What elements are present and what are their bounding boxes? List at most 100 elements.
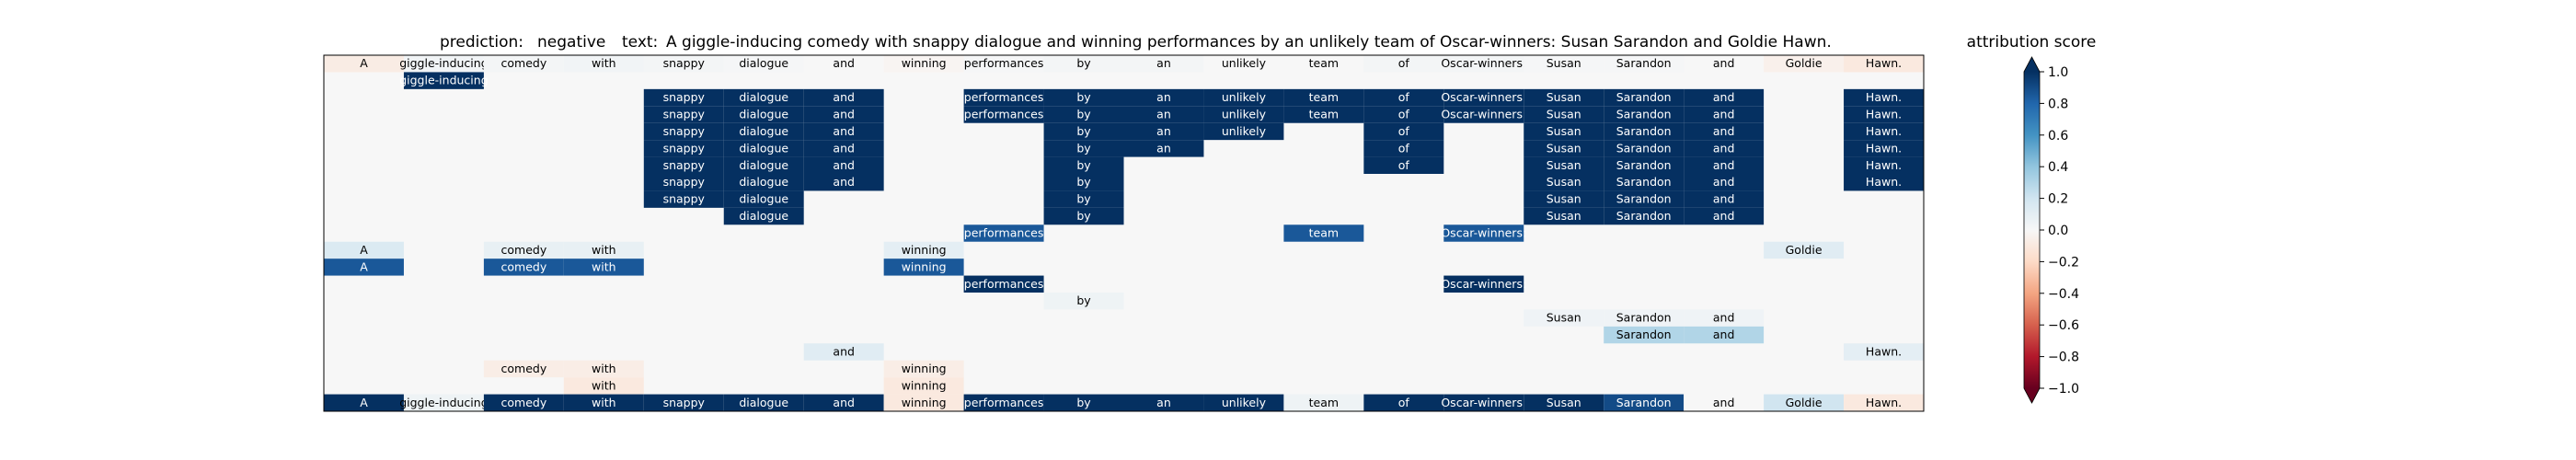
token-label: Goldie	[1786, 396, 1823, 409]
heatmap-cell	[1123, 122, 1204, 141]
heatmap-cell	[803, 174, 884, 191]
token-label: snappy	[663, 124, 706, 138]
colorbar-tick-label: 0.2	[2048, 192, 2068, 207]
heatmap-cell	[643, 140, 724, 157]
token-label: Hawn.	[1866, 396, 1902, 409]
heatmap-cell	[324, 394, 404, 411]
heatmap-cell	[1684, 207, 1765, 225]
heatmap-cell	[963, 106, 1044, 123]
token-label: and	[1713, 56, 1735, 70]
heatmap-cell	[483, 55, 564, 73]
heatmap-cell	[1844, 174, 1924, 191]
heatmap-cell	[324, 259, 404, 276]
heatmap-cell	[1043, 55, 1124, 73]
heatmap-cell	[1604, 88, 1685, 107]
heatmap-cell	[723, 140, 804, 157]
token-label: an	[1156, 141, 1171, 155]
token-label: Susan	[1547, 141, 1581, 155]
token-label: Susan	[1547, 124, 1581, 138]
token-label: performances	[964, 277, 1044, 291]
heatmap-cell	[403, 394, 484, 411]
token-label: team	[1309, 226, 1339, 240]
token-label: snappy	[663, 192, 706, 206]
token-label: winning	[902, 56, 947, 70]
token-label: and	[1713, 141, 1735, 155]
token-label: performances	[964, 56, 1044, 70]
token-label: winning	[902, 378, 947, 392]
heatmap-cell	[1684, 190, 1765, 208]
heatmap-cell	[1524, 106, 1604, 123]
token-label: with	[592, 259, 616, 273]
heatmap-cell	[803, 343, 884, 361]
heatmap-cell	[883, 55, 964, 73]
token-label: and	[1713, 158, 1735, 172]
heatmap-cell	[1604, 174, 1685, 191]
token-label: an	[1156, 56, 1171, 70]
token-label: performances	[964, 108, 1044, 121]
token-label: team	[1309, 396, 1339, 409]
heatmap-cell	[1604, 122, 1685, 141]
heatmap-cell	[1524, 122, 1604, 141]
heatmap-cell	[483, 360, 564, 378]
token-label: and	[833, 56, 855, 70]
token-label: team	[1309, 56, 1339, 70]
token-label: Hawn.	[1866, 158, 1902, 172]
token-label: Oscar-winners:	[1441, 56, 1526, 70]
token-label: Sarandon	[1616, 311, 1672, 325]
heatmap-cell	[1524, 55, 1604, 73]
heatmap-cell	[723, 156, 804, 174]
heatmap-cell	[1604, 156, 1685, 174]
colorbar-tick-label: 1.0	[2048, 65, 2068, 80]
token-label: of	[1398, 124, 1410, 138]
heatmap-cell	[883, 394, 964, 411]
heatmap-cell	[1844, 140, 1924, 157]
token-label: Susan	[1547, 311, 1581, 325]
token-label: Susan	[1547, 158, 1581, 172]
token-label: with	[592, 396, 616, 409]
token-label: Susan	[1547, 108, 1581, 121]
text-value: A giggle-inducing comedy with snappy dia…	[666, 33, 1832, 52]
heatmap-cell	[1524, 190, 1604, 208]
token-label: and	[833, 108, 855, 121]
heatmap-cell	[563, 377, 644, 395]
token-label: and	[833, 175, 855, 189]
token-label: and	[833, 158, 855, 172]
heatmap-cell	[1844, 55, 1924, 73]
token-label: by	[1076, 108, 1091, 121]
token-label: Sarandon	[1616, 192, 1672, 206]
token-label: winning	[902, 396, 947, 409]
token-label: Goldie	[1786, 243, 1823, 257]
heatmap-cell	[723, 106, 804, 123]
token-label: Hawn.	[1866, 345, 1902, 359]
heatmap-cell	[1604, 140, 1685, 157]
heatmap-cell	[1043, 174, 1124, 191]
heatmap-cell	[1363, 140, 1444, 157]
heatmap-cell	[483, 394, 564, 411]
token-label: comedy	[501, 396, 547, 409]
token-label: and	[1713, 175, 1735, 189]
heatmap-cell	[643, 88, 724, 107]
token-label: Hawn.	[1866, 56, 1902, 70]
heatmap-cell	[963, 394, 1044, 411]
heatmap-cell	[883, 241, 964, 259]
token-label: giggle-inducing	[399, 56, 488, 70]
heatmap-cell	[1043, 207, 1124, 225]
token-label: Goldie	[1786, 56, 1823, 70]
heatmap-cell	[1844, 343, 1924, 361]
token-label: giggle-inducing	[399, 396, 488, 409]
colorbar-title: attribution score	[1967, 33, 2097, 52]
colorbar-extend-max	[2024, 57, 2040, 72]
token-label: and	[833, 124, 855, 138]
token-label: Hawn.	[1866, 141, 1902, 155]
heatmap-cell	[1123, 88, 1204, 107]
heatmap-cell	[883, 377, 964, 395]
token-label: with	[592, 56, 616, 70]
heatmap-cell	[563, 360, 644, 378]
token-label: Sarandon	[1616, 56, 1672, 70]
token-label: Hawn.	[1866, 175, 1902, 189]
heatmap-cell	[723, 190, 804, 208]
heatmap-cell	[1684, 140, 1765, 157]
heatmap-cell	[1043, 88, 1124, 107]
heatmap-cell	[1123, 140, 1204, 157]
